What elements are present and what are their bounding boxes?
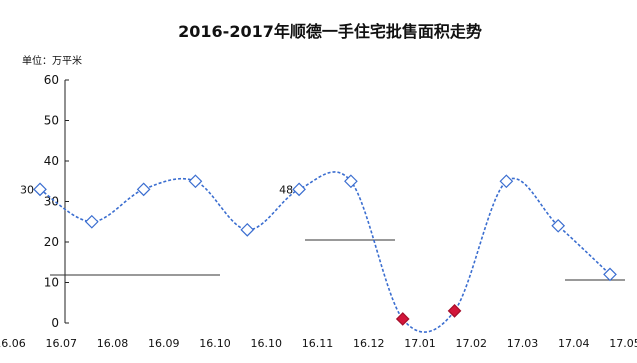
y-tick-label: 30 — [44, 195, 59, 209]
data-point-marker — [551, 218, 566, 233]
data-point-marker — [499, 174, 514, 189]
y-tick-label: 40 — [44, 154, 59, 168]
y-tick-label: 20 — [44, 235, 59, 249]
data-point-marker — [84, 214, 99, 229]
x-tick-label: 16.10 — [199, 337, 231, 350]
x-tick-label: 16.11 — [302, 337, 334, 350]
data-point-marker — [603, 267, 617, 282]
x-tick-label: 16.07 — [46, 337, 78, 350]
x-tick-label: 17.02 — [456, 337, 488, 350]
data-point-marker — [240, 223, 255, 237]
x-tick-label: 16.08 — [97, 337, 129, 350]
chart-title: 2016-2017年顺德一手住宅批售面积走势 — [178, 22, 482, 41]
x-tick-label: 17.05 — [609, 337, 637, 350]
y-tick-label: 50 — [44, 114, 59, 128]
data-point-marker — [447, 304, 462, 318]
unit-label: 单位：万平米 — [22, 54, 82, 67]
data-point-marker — [292, 182, 306, 197]
data-point-marker — [344, 174, 358, 189]
x-tick-label: 17.04 — [558, 337, 590, 350]
data-point-marker — [33, 182, 47, 197]
data-point-marker — [188, 174, 203, 189]
x-tick-label: 17.03 — [507, 337, 539, 350]
y-tick-label: 10 — [44, 276, 59, 290]
x-tick-label: 16.06 — [0, 337, 26, 350]
x-tick-label: 16.09 — [148, 337, 180, 350]
data-label: 30 — [20, 183, 34, 196]
series-line — [39, 171, 611, 333]
y-tick-label: 60 — [44, 73, 59, 87]
x-tick-label: 16.10 — [251, 337, 283, 350]
data-point-marker — [395, 312, 410, 326]
x-tick-label: 17.01 — [404, 337, 436, 350]
data-point-marker — [136, 182, 151, 197]
data-label: 48 — [279, 183, 293, 196]
y-tick-label: 0 — [51, 316, 59, 330]
x-tick-label: 16.12 — [353, 337, 385, 350]
